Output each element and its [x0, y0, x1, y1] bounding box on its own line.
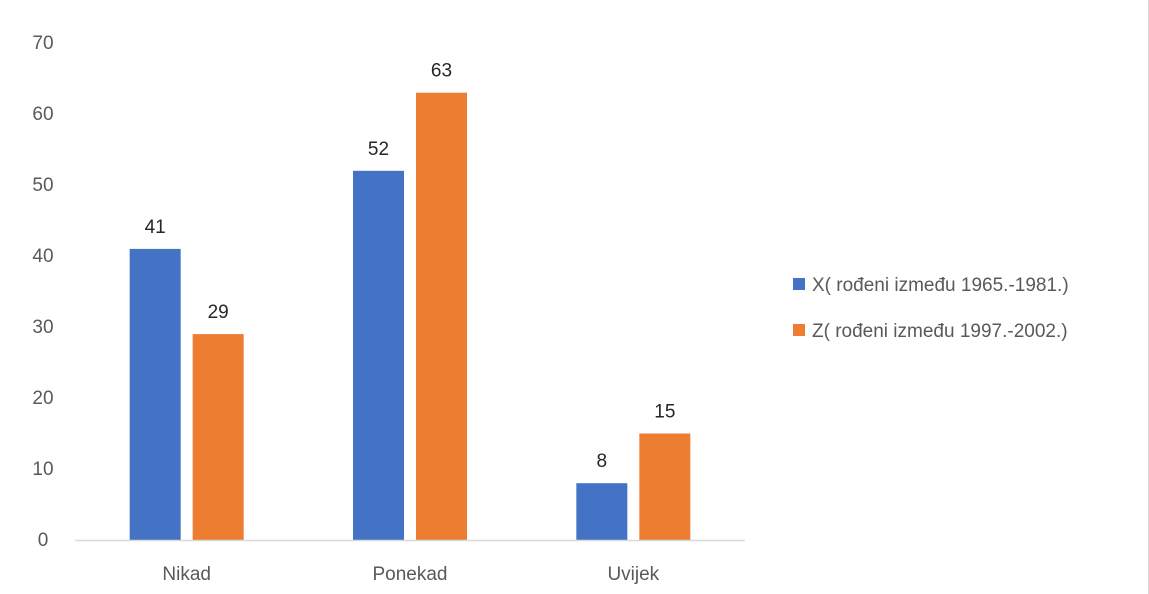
- y-tick-label-10: 10: [32, 459, 53, 480]
- bar-uvijek-series-2: [639, 433, 691, 540]
- legend: X( rođeni između 1965.-1981.) Z( rođeni i…: [793, 275, 1069, 342]
- y-tick-label-60: 60: [32, 104, 53, 125]
- data-label-uvijek-series-2: 15: [654, 402, 675, 423]
- legend-swatch-series-1: [793, 278, 805, 290]
- data-labels-group: 41 29 52 63 8 15: [145, 61, 676, 473]
- bar-uvijek-series-1: [576, 483, 628, 540]
- x-tick-label-ponekad: Ponekad: [372, 564, 447, 585]
- data-label-nikad-series-1: 41: [145, 217, 166, 238]
- x-tick-label-nikad: Nikad: [162, 564, 211, 585]
- y-tick-label-20: 20: [32, 388, 53, 409]
- data-label-ponekad-series-1: 52: [368, 139, 389, 160]
- y-tick-label-70: 70: [32, 33, 53, 54]
- legend-label-series-2: Z( rođeni između 1997.-2002.): [812, 321, 1068, 342]
- bar-ponekad-series-1: [353, 170, 404, 541]
- data-label-uvijek-series-1: 8: [597, 451, 608, 472]
- bar-nikad-series-1: [129, 248, 181, 540]
- x-axis-ticks: Nikad Ponekad Uvijek: [162, 564, 659, 585]
- bar-ponekad-series-2: [416, 92, 467, 540]
- y-tick-label-40: 40: [32, 246, 53, 267]
- legend-swatch-series-2: [793, 324, 805, 336]
- y-tick-label-30: 30: [32, 317, 53, 338]
- bars-group: [129, 92, 691, 541]
- y-tick-label-50: 50: [32, 175, 53, 196]
- data-label-ponekad-series-2: 63: [431, 61, 452, 82]
- legend-label-series-1: X( rođeni između 1965.-1981.): [812, 275, 1069, 296]
- y-tick-label-0: 0: [38, 530, 49, 551]
- y-axis-ticks: 0 10 20 30 40 50 60 70: [32, 33, 53, 551]
- x-tick-label-uvijek: Uvijek: [607, 564, 659, 585]
- bar-nikad-series-2: [192, 334, 244, 540]
- data-label-nikad-series-2: 29: [208, 302, 229, 323]
